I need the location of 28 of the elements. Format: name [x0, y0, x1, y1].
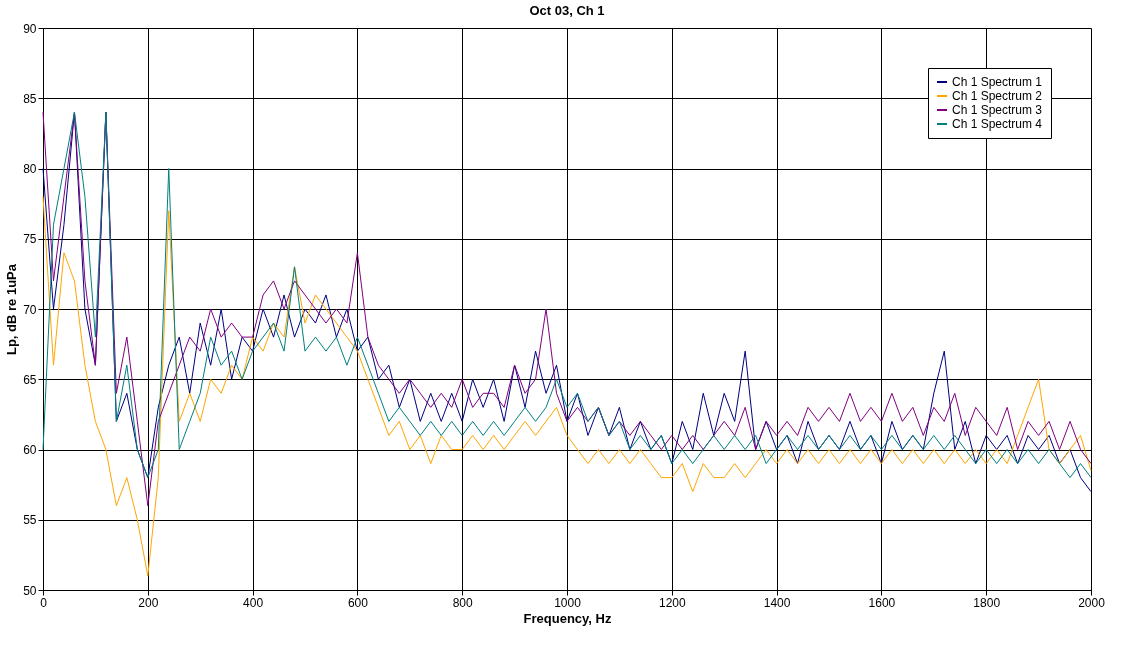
y-tick-label: 50: [23, 583, 37, 598]
x-tick-label: 800: [452, 595, 474, 610]
line-series: [42, 196, 1092, 577]
y-tick-label: 80: [23, 162, 37, 176]
x-axis-title: Frequency, Hz: [523, 610, 612, 626]
x-tick-label: 600: [347, 595, 369, 610]
y-tick-label: 55: [23, 513, 37, 528]
x-tick-label: 2000: [1078, 595, 1106, 610]
x-tick-label: 1000: [554, 595, 582, 610]
y-tick-label: 90: [23, 21, 37, 36]
y-axis-title: Lp, dB re 1uPa: [4, 263, 20, 356]
y-tick-label: 75: [23, 232, 37, 247]
legend-label: Ch 1 Spectrum 3: [952, 103, 1043, 117]
x-tick-label: 400: [243, 595, 264, 610]
y-tick-label: 85: [23, 91, 37, 106]
x-tick-label: 200: [138, 595, 159, 610]
x-tick-label: 1400: [763, 595, 791, 610]
chart-title: Oct 03, Ch 1: [529, 3, 605, 18]
y-tick-label: 70: [23, 302, 37, 317]
y-tick-label: 60: [23, 443, 37, 457]
x-tick-label: 1800: [973, 595, 1001, 610]
x-tick-label: 0: [40, 595, 48, 610]
y-tick-label: 65: [23, 372, 37, 387]
x-tick-label: 1600: [868, 595, 896, 610]
x-tick-label: 1200: [658, 595, 686, 610]
legend-label: Ch 1 Spectrum 2: [952, 89, 1043, 103]
legend-label: Ch 1 Spectrum 1: [952, 75, 1043, 89]
legend-label: Ch 1 Spectrum 4: [952, 117, 1043, 131]
